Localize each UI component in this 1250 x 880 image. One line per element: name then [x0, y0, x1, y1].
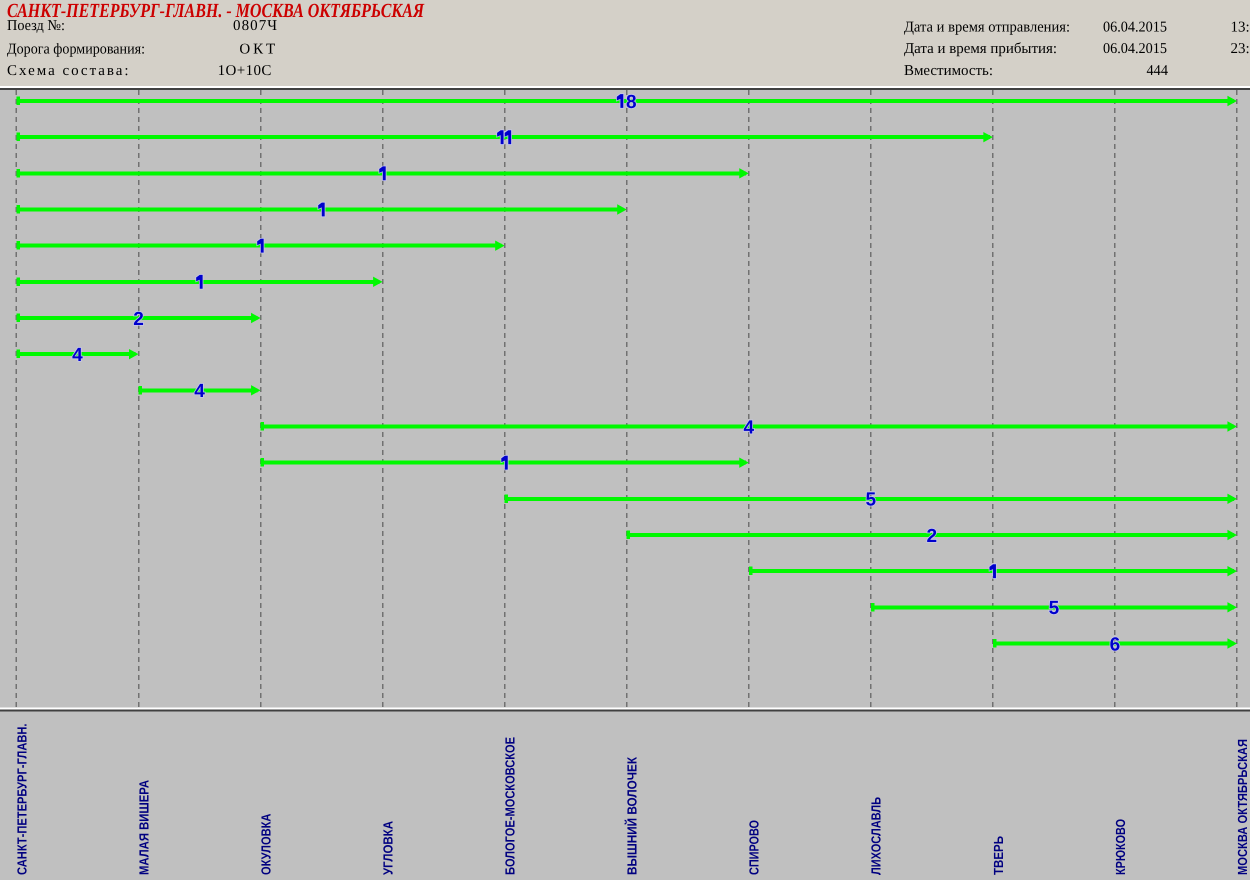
svg-text:ТВЕРЬ: ТВЕРЬ [991, 836, 1006, 875]
svg-text:Схема состава:: Схема состава: [7, 63, 129, 79]
svg-text:2: 2 [927, 526, 938, 547]
svg-text:КРЮКОВО: КРЮКОВО [1113, 819, 1128, 875]
svg-text:ЛИХОСЛАВЛЬ: ЛИХОСЛАВЛЬ [869, 797, 884, 875]
svg-text:6: 6 [1110, 634, 1121, 655]
svg-text:СПИРОВО: СПИРОВО [747, 820, 762, 875]
svg-text:0807Ч: 0807Ч [233, 18, 277, 34]
svg-text:5: 5 [866, 490, 877, 511]
svg-text:Поезд №:: Поезд №: [7, 18, 65, 34]
svg-text:06.04.2015: 06.04.2015 [1103, 20, 1167, 36]
svg-text:БОЛОГОЕ-МОСКОВСКОЕ: БОЛОГОЕ-МОСКОВСКОЕ [503, 737, 518, 875]
svg-text:Дата и время прибытия:: Дата и время прибытия: [904, 41, 1057, 57]
svg-text:2: 2 [133, 309, 144, 330]
svg-text:1О+10С: 1О+10С [218, 63, 272, 79]
svg-text:06.04.2015: 06.04.2015 [1103, 41, 1167, 57]
svg-text:ОКТ: ОКТ [239, 42, 275, 58]
svg-text:8: 8 [626, 92, 637, 113]
svg-text:Дорога формирования:: Дорога формирования: [7, 42, 145, 58]
svg-text:ВЫШНИЙ ВОЛОЧЕК: ВЫШНИЙ ВОЛОЧЕК [625, 756, 640, 875]
svg-text:Вместимость:: Вместимость: [904, 63, 993, 79]
svg-text:Дата и время отправления:: Дата и время отправления: [904, 20, 1070, 36]
svg-text:444: 444 [1147, 63, 1169, 79]
svg-text:4: 4 [743, 417, 754, 438]
svg-text:5: 5 [1049, 598, 1060, 619]
svg-text:ОКУЛОВКА: ОКУЛОВКА [258, 813, 273, 875]
svg-text:САНКТ-ПЕТЕРБУРГ-ГЛАВН.: САНКТ-ПЕТЕРБУРГ-ГЛАВН. [14, 724, 29, 876]
svg-text:УГЛОВКА: УГЛОВКА [381, 821, 396, 875]
svg-text:23:55: 23:55 [1231, 41, 1250, 57]
svg-text:МОСКВА ОКТЯБРЬСКАЯ: МОСКВА ОКТЯБРЬСКАЯ [1235, 739, 1250, 875]
svg-text:13:45: 13:45 [1231, 20, 1250, 36]
svg-text:4: 4 [72, 345, 83, 366]
svg-text:МАЛАЯ ВИШЕРА: МАЛАЯ ВИШЕРА [136, 780, 151, 875]
svg-text:САНКТ-ПЕТЕРБУРГ-ГЛАВН. - МОСКВ: САНКТ-ПЕТЕРБУРГ-ГЛАВН. - МОСКВА ОКТЯБРЬС… [7, 0, 425, 22]
svg-text:4: 4 [194, 381, 205, 402]
